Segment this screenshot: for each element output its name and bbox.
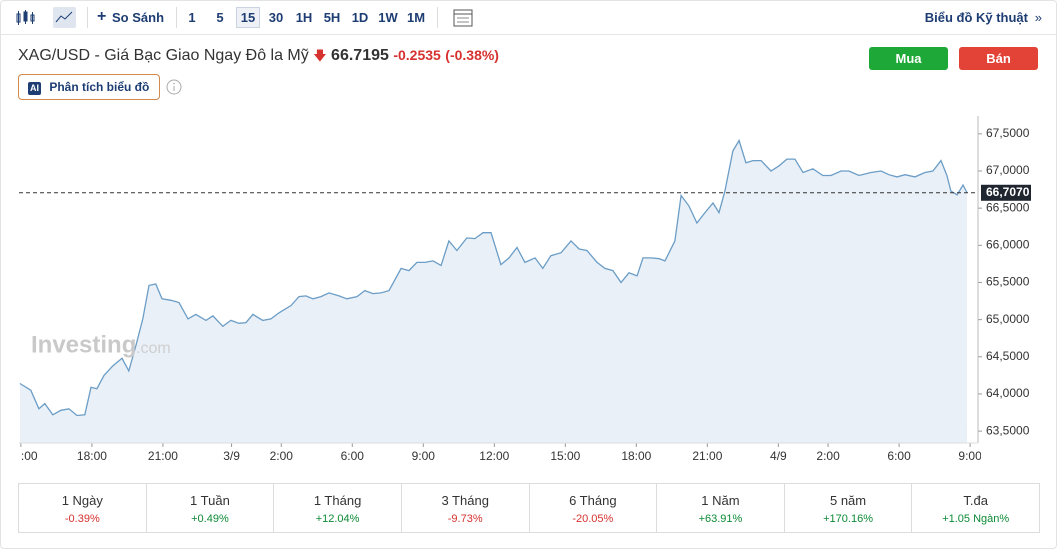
- info-icon[interactable]: [166, 79, 182, 95]
- separator: [87, 7, 88, 28]
- toolbar: + So Sánh 1 5 15 30 1H 5H 1D 1W 1M Biểu đồ Kỹ th…: [1, 1, 1056, 35]
- change: -0.2535: [393, 47, 441, 63]
- period-change: -9.73%: [447, 513, 483, 525]
- x-tick-label: 12:00: [479, 449, 509, 463]
- interval-button[interactable]: 5: [216, 10, 224, 25]
- performance-table: 1 Ngày -0.39% 1 Tuần +0.49% 1 Tháng +12.04% 3 …: [18, 483, 1040, 533]
- interval-button[interactable]: 1H: [295, 10, 313, 25]
- separator: [437, 7, 438, 28]
- x-tick-label: 15:00: [550, 449, 580, 463]
- x-tick-label: 3/9: [223, 449, 240, 463]
- compare-button[interactable]: So Sánh: [112, 10, 165, 25]
- x-tick-label: 4/9: [770, 449, 787, 463]
- period-change: +0.49%: [191, 513, 229, 525]
- buy-button[interactable]: Mua: [869, 47, 948, 70]
- ai-badge: AI: [28, 82, 41, 95]
- x-tick-label: 2:00: [816, 449, 840, 463]
- area-fill: [19, 140, 968, 443]
- instrument-title: XAG/USD - Giá Bạc Giao Ngay Đô la Mỹ: [18, 47, 309, 64]
- y-tick-label: 65,0000: [986, 312, 1030, 326]
- performance-cell: 1 Năm +63.91%: [656, 484, 784, 532]
- y-tick-label: 63,5000: [986, 423, 1030, 437]
- candle-icon[interactable]: [15, 9, 37, 27]
- x-tick-label: 21:00: [148, 449, 178, 463]
- interval-button[interactable]: 1W: [378, 10, 398, 25]
- y-tick-label: 67,0000: [986, 163, 1030, 177]
- x-tick-label: 6:00: [341, 449, 365, 463]
- ai-label: Phân tích biểu đồ: [49, 80, 150, 94]
- x-tick-label: :00: [21, 449, 38, 463]
- period-change: +12.04%: [315, 513, 360, 525]
- performance-cell: 1 Ngày -0.39%: [19, 484, 146, 532]
- separator: [176, 7, 177, 28]
- change-pct: (-0.38%): [445, 47, 499, 63]
- y-tick-label: 64,0000: [986, 386, 1030, 400]
- period-label: 1 Tuần: [190, 493, 230, 508]
- watermark: Investing: [31, 331, 136, 358]
- price-line: [19, 138, 968, 417]
- last-price-label: 66,7070: [986, 185, 1030, 199]
- period-label: 1 Tháng: [313, 493, 362, 508]
- x-tick-label: 21:00: [692, 449, 722, 463]
- x-tick-label: 9:00: [958, 449, 982, 463]
- plus-icon: +: [97, 8, 107, 25]
- indicator-icon[interactable]: [453, 9, 473, 27]
- interval-button[interactable]: 30: [268, 10, 284, 25]
- sell-button[interactable]: Bán: [959, 47, 1038, 70]
- period-change: +170.16%: [823, 513, 873, 525]
- period-change: -20.05%: [572, 513, 614, 525]
- y-tick-label: 65,5000: [986, 275, 1030, 289]
- period-change: +63.91%: [698, 513, 743, 525]
- interval-button[interactable]: 1M: [406, 10, 426, 25]
- performance-cell: 1 Tuần +0.49%: [145, 484, 274, 532]
- period-change: -0.39%: [64, 513, 100, 525]
- ai-button[interactable]: AI Phân tích biểu đồ: [18, 74, 160, 100]
- header: XAG/USD - Giá Bạc Giao Ngay Đô la Mỹ 🡇 6…: [18, 47, 499, 69]
- interval-button[interactable]: 1D: [351, 10, 369, 25]
- area-icon[interactable]: [53, 7, 76, 28]
- period-label: 1 Năm: [701, 493, 740, 508]
- y-tick-label: 67,5000: [986, 126, 1030, 140]
- technical-link[interactable]: Biểu đồ Kỹ thuật: [924, 10, 1028, 25]
- performance-cell: 5 năm +170.16%: [783, 484, 912, 532]
- interval-button[interactable]: 1: [188, 10, 196, 25]
- x-tick-label: 9:00: [412, 449, 436, 463]
- x-tick-label: 6:00: [887, 449, 911, 463]
- performance-cell: 1 Tháng +12.04%: [273, 484, 401, 532]
- down-arrow: 🡇: [313, 48, 327, 63]
- watermark-domain: .com: [136, 340, 171, 357]
- performance-cell: 6 Tháng -20.05%: [528, 484, 657, 532]
- period-label: 5 năm: [829, 493, 867, 508]
- chevron: »: [1034, 10, 1042, 25]
- period-label: T.đa: [963, 493, 988, 508]
- performance-cell: T.đa +1.05 Ngàn%: [911, 484, 1039, 532]
- last-price-box: [981, 184, 1031, 201]
- price: 66.7195: [331, 47, 389, 64]
- x-tick-label: 2:00: [270, 449, 294, 463]
- period-change: +1.05 Ngàn%: [942, 513, 1010, 525]
- interval-button[interactable]: 5H: [323, 10, 341, 25]
- period-label: 3 Tháng: [441, 493, 489, 508]
- period-label: 1 Ngày: [61, 493, 103, 508]
- interval-button[interactable]: 15: [236, 7, 260, 28]
- x-tick-label: 18:00: [621, 449, 651, 463]
- y-tick-label: 64,5000: [986, 349, 1030, 363]
- performance-cell: 3 Tháng -9.73%: [400, 484, 529, 532]
- period-label: 6 Tháng: [569, 493, 617, 508]
- y-tick-label: 66,5000: [986, 200, 1030, 214]
- x-tick-label: 18:00: [77, 449, 107, 463]
- y-tick-label: 66,0000: [986, 237, 1030, 251]
